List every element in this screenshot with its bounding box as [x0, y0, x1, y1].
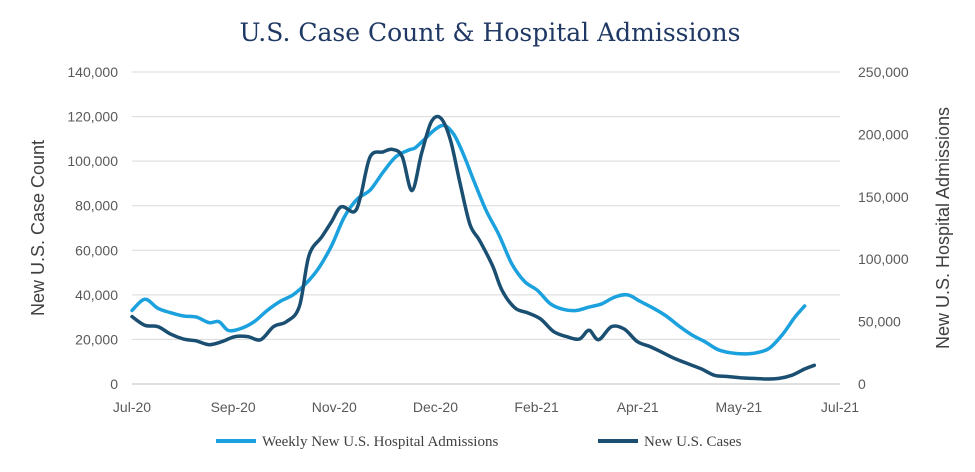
y-axis-title: New U.S. Case Count — [28, 140, 48, 316]
y2-tick-label: 200,000 — [858, 126, 909, 142]
legend-label: New U.S. Cases — [644, 434, 742, 450]
legend-label: Weekly New U.S. Hospital Admissions — [262, 434, 498, 450]
x-tick-label: Sep-20 — [211, 399, 256, 415]
y2-tick-label: 50,000 — [858, 314, 901, 330]
y-tick-label: 20,000 — [75, 331, 118, 347]
y-axis-ticks: 0 20,000 40,000 60,000 80,000 100,000 120,000 1… — [67, 64, 118, 392]
y2-tick-label: 250,000 — [858, 64, 909, 80]
y-tick-label: 140,000 — [67, 64, 118, 80]
x-tick-label: Jul-21 — [821, 399, 859, 415]
y2-tick-label: 0 — [858, 376, 866, 392]
y-tick-label: 60,000 — [75, 242, 118, 258]
chart-title: U.S. Case Count & Hospital Admissions — [239, 18, 740, 47]
x-axis-ticks: Jul-20 Sep-20 Nov-20 Dec-20 Feb-21 Apr-21 May-… — [113, 399, 859, 415]
x-tick-label: Jul-20 — [113, 399, 151, 415]
y-tick-label: 100,000 — [67, 153, 118, 169]
y2-axis-ticks: 0 50,000 100,000 150,000 200,000 250,000 — [858, 64, 909, 392]
y-tick-label: 80,000 — [75, 198, 118, 214]
legend: Weekly New U.S. Hospital Admissions New U… — [216, 434, 742, 450]
gridlines — [132, 71, 840, 385]
x-tick-label: May-21 — [716, 399, 763, 415]
series-lines — [130, 114, 817, 381]
y2-axis-title: New U.S. Hospital Admissions — [933, 107, 953, 349]
y-tick-label: 0 — [110, 376, 118, 392]
x-tick-label: Nov-20 — [312, 399, 357, 415]
series-line-hospital-admissions — [130, 123, 807, 356]
y-tick-label: 40,000 — [75, 287, 118, 303]
x-tick-label: Dec-20 — [413, 399, 458, 415]
y2-tick-label: 100,000 — [858, 251, 909, 267]
y2-tick-label: 150,000 — [858, 189, 909, 205]
y-tick-label: 120,000 — [67, 109, 118, 125]
series-line-new-cases — [130, 114, 817, 381]
x-tick-label: Apr-21 — [617, 399, 659, 415]
x-tick-label: Feb-21 — [514, 399, 559, 415]
